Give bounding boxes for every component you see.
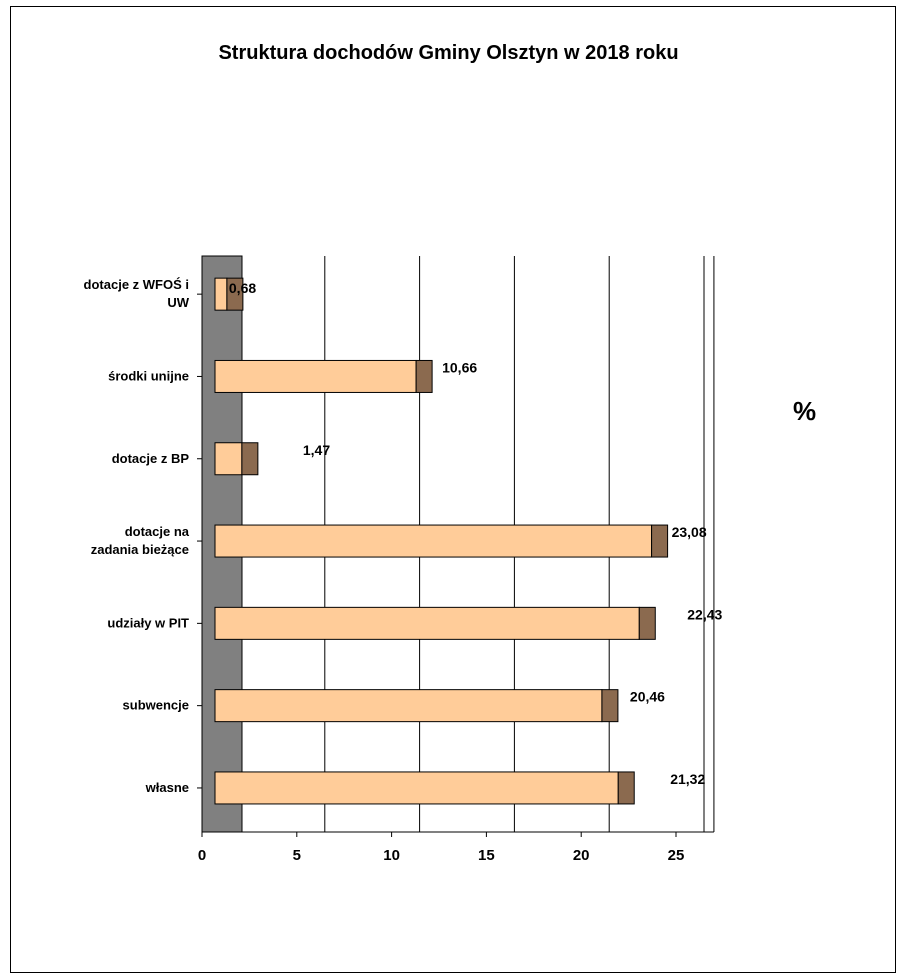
bar-4 bbox=[214, 606, 640, 640]
x-tick-label-20: 20 bbox=[573, 847, 590, 864]
bar-side-4 bbox=[638, 606, 656, 640]
category-label-6-0: własne bbox=[145, 780, 189, 795]
x-tick-label-25: 25 bbox=[668, 847, 685, 864]
bar-5 bbox=[214, 689, 603, 723]
category-label-1-0: środki unijne bbox=[108, 368, 189, 383]
bar-1 bbox=[214, 359, 417, 393]
x-tick-label-5: 5 bbox=[293, 847, 301, 864]
bar-0 bbox=[214, 277, 228, 311]
unit-label: % bbox=[793, 396, 817, 426]
bar-6 bbox=[214, 771, 619, 805]
category-label-3-0: dotacje na bbox=[125, 524, 190, 539]
x-tick-label-15: 15 bbox=[478, 847, 495, 864]
bar-side-5 bbox=[601, 689, 619, 723]
category-label-5-0: subwencje bbox=[123, 698, 189, 713]
bar-side-2 bbox=[241, 442, 259, 476]
value-label-0: 0,68 bbox=[229, 280, 256, 296]
bar-side-0 bbox=[226, 277, 244, 311]
bar-side-6 bbox=[617, 771, 635, 805]
bar-3 bbox=[214, 524, 653, 558]
bar-2 bbox=[214, 442, 243, 476]
chart-title: Struktura dochodów Gminy Olsztyn w 2018 … bbox=[218, 42, 679, 64]
bar-side-1 bbox=[415, 359, 433, 393]
value-label-6: 21,32 bbox=[670, 771, 705, 787]
bar-side-3 bbox=[651, 524, 669, 558]
value-label-2: 1,47 bbox=[303, 442, 330, 458]
value-label-5: 20,46 bbox=[630, 689, 665, 705]
category-label-2-0: dotacje z BP bbox=[112, 451, 190, 466]
value-label-1: 10,66 bbox=[442, 359, 477, 375]
category-label-0-1: UW bbox=[167, 295, 189, 310]
value-label-3: 23,08 bbox=[672, 524, 707, 540]
chart-frame bbox=[10, 6, 896, 973]
category-label-0-0: dotacje z WFOŚ i bbox=[84, 277, 189, 292]
x-tick-label-10: 10 bbox=[383, 847, 400, 864]
category-label-3-1: zadania bieżące bbox=[91, 542, 189, 557]
category-label-4-0: udziały w PIT bbox=[107, 615, 189, 630]
x-tick-label-0: 0 bbox=[198, 847, 206, 864]
value-label-4: 22,43 bbox=[687, 606, 722, 622]
